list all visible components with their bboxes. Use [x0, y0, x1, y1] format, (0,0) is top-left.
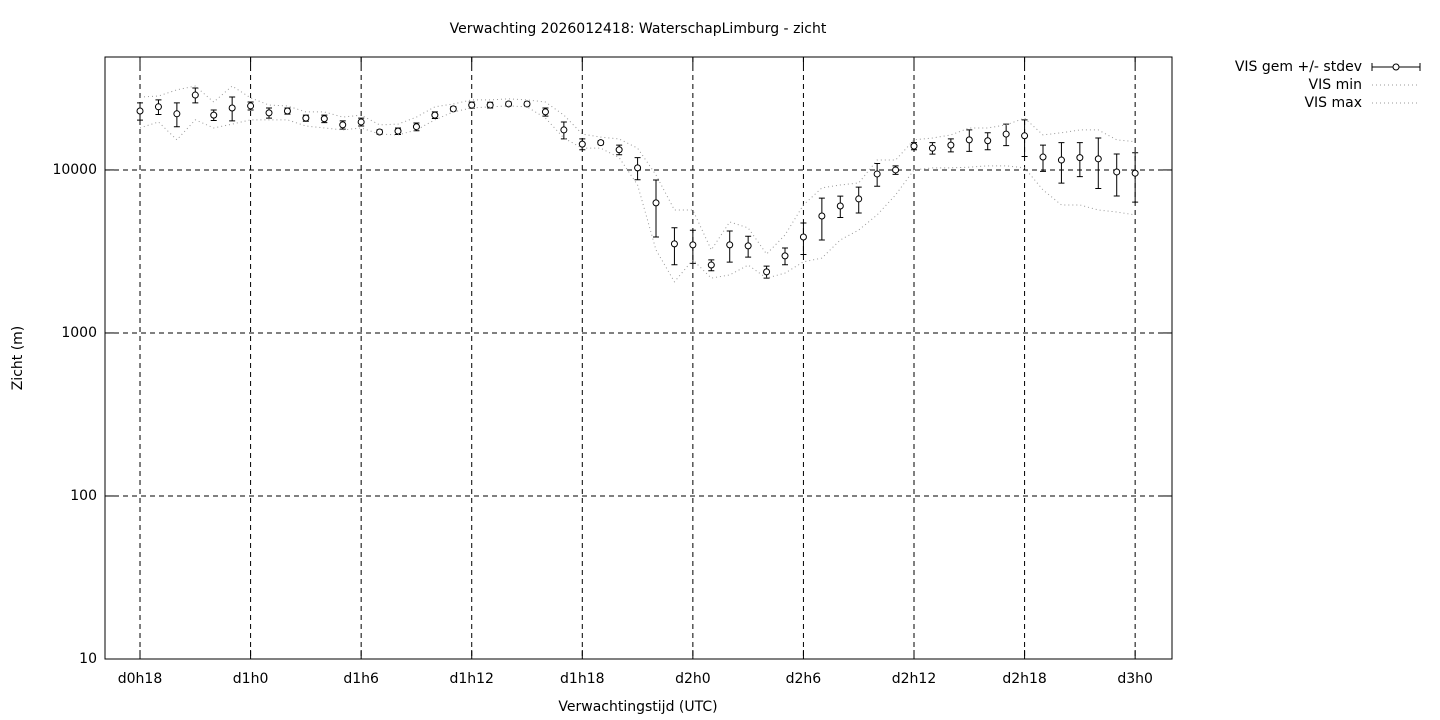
data-point: [210, 111, 218, 119]
data-point: [892, 166, 900, 174]
plot-frame: [104, 56, 1173, 660]
data-point: [191, 91, 199, 99]
data-point: [744, 242, 752, 250]
x-tick-label: d0h18: [118, 671, 162, 687]
data-point: [412, 123, 420, 131]
data-point: [634, 164, 642, 172]
y-tick-label: 100: [70, 488, 97, 504]
data-point: [965, 136, 973, 144]
data-point: [689, 241, 697, 249]
y-tick-label: 10000: [52, 162, 97, 178]
data-point: [394, 127, 402, 135]
data-point: [247, 102, 255, 110]
data-point: [265, 109, 273, 117]
x-tick-label: d2h12: [892, 671, 936, 687]
data-point: [615, 146, 623, 154]
data-point: [597, 139, 605, 147]
data-point: [541, 108, 549, 116]
data-point: [855, 195, 863, 203]
x-tick-label: d1h18: [560, 671, 604, 687]
data-point: [523, 100, 531, 108]
data-point: [947, 141, 955, 149]
data-point: [1076, 154, 1084, 162]
data-point: [984, 137, 992, 145]
x-tick-label: d3h0: [1117, 671, 1153, 687]
data-point: [578, 140, 586, 148]
data-point: [154, 103, 162, 111]
legend-errorbar: [1371, 63, 1421, 71]
data-point: [486, 101, 494, 109]
data-point: [652, 199, 660, 207]
data-point: [431, 111, 439, 119]
data-point: [449, 105, 457, 113]
legend-label: VIS max: [1304, 95, 1362, 111]
data-point: [781, 252, 789, 260]
data-point: [799, 233, 807, 241]
legend-label: VIS min: [1309, 77, 1362, 93]
series-line: [139, 105, 1136, 283]
y-tick-label: 1000: [61, 325, 97, 341]
data-point: [873, 170, 881, 178]
x-tick-label: d1h6: [343, 671, 379, 687]
data-point: [173, 110, 181, 118]
data-point: [928, 144, 936, 152]
chart-title: Verwachting 2026012418: WaterschapLimbur…: [450, 21, 827, 37]
data-point: [357, 118, 365, 126]
data-point: [1113, 168, 1121, 176]
x-tick-label: d2h18: [1002, 671, 1046, 687]
data-point: [726, 241, 734, 249]
data-point: [910, 142, 918, 150]
data-point: [1039, 153, 1047, 161]
x-tick-label: d1h12: [449, 671, 493, 687]
data-point: [763, 268, 771, 276]
data-point: [320, 115, 328, 123]
data-point: [818, 212, 826, 220]
data-point: [1021, 132, 1029, 140]
x-axis-label: Verwachtingstijd (UTC): [558, 699, 717, 715]
data-point: [560, 126, 568, 134]
data-point: [339, 121, 347, 129]
data-point: [468, 101, 476, 109]
error-bar: [1095, 137, 1102, 189]
data-point: [136, 107, 144, 115]
data-point: [670, 240, 678, 248]
data-point: [302, 114, 310, 122]
series-line: [139, 85, 1136, 255]
data-point: [1094, 155, 1102, 163]
data-point: [1057, 156, 1065, 164]
data-point: [1131, 169, 1139, 177]
data-point: [228, 104, 236, 112]
y-axis-label: Zicht (m): [10, 326, 26, 391]
data-point: [505, 100, 513, 108]
data-point: [707, 261, 715, 269]
data-point: [283, 107, 291, 115]
error-bar: [653, 179, 660, 238]
y-tick-label: 10: [79, 651, 97, 667]
legend-label: VIS gem +/- stdev: [1235, 59, 1362, 75]
error-bar: [1132, 152, 1139, 203]
legend-marker: [1392, 63, 1400, 71]
data-point: [1002, 130, 1010, 138]
x-tick-label: d2h0: [675, 671, 711, 687]
x-tick-label: d1h0: [233, 671, 269, 687]
data-point: [836, 202, 844, 210]
data-point: [376, 128, 384, 136]
x-tick-label: d2h6: [786, 671, 822, 687]
